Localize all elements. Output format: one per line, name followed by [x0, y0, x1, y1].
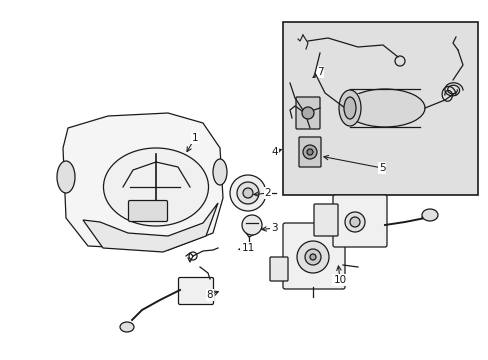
Text: 4: 4 [271, 147, 278, 157]
Ellipse shape [120, 322, 134, 332]
Circle shape [349, 217, 359, 227]
Circle shape [306, 149, 312, 155]
Circle shape [303, 145, 316, 159]
Circle shape [309, 254, 315, 260]
Text: 9: 9 [428, 210, 434, 220]
Text: 3: 3 [270, 223, 277, 233]
Ellipse shape [343, 97, 355, 119]
Text: 10: 10 [333, 275, 346, 285]
Polygon shape [83, 203, 218, 252]
Text: 6: 6 [351, 95, 358, 105]
Circle shape [305, 249, 320, 265]
Ellipse shape [213, 159, 226, 185]
Polygon shape [63, 113, 223, 250]
Circle shape [237, 182, 259, 204]
FancyBboxPatch shape [178, 278, 213, 305]
Circle shape [242, 215, 262, 235]
Text: 2: 2 [264, 188, 271, 198]
Ellipse shape [338, 90, 360, 126]
Text: 7: 7 [316, 67, 323, 77]
Ellipse shape [345, 89, 424, 127]
Text: 5: 5 [378, 163, 385, 173]
FancyBboxPatch shape [313, 204, 337, 236]
Text: 1: 1 [191, 133, 198, 143]
Circle shape [243, 188, 252, 198]
Circle shape [302, 107, 313, 119]
Circle shape [296, 241, 328, 273]
FancyBboxPatch shape [298, 137, 320, 167]
Circle shape [229, 175, 265, 211]
Ellipse shape [57, 161, 75, 193]
FancyBboxPatch shape [332, 195, 386, 247]
Ellipse shape [103, 148, 208, 226]
Text: 8: 8 [206, 290, 213, 300]
Bar [283, 22, 477, 195]
Text: 11: 11 [241, 243, 254, 253]
FancyBboxPatch shape [128, 201, 167, 221]
FancyBboxPatch shape [283, 223, 345, 289]
Circle shape [345, 212, 364, 232]
FancyBboxPatch shape [269, 257, 287, 281]
Ellipse shape [421, 209, 437, 221]
FancyBboxPatch shape [295, 97, 319, 129]
